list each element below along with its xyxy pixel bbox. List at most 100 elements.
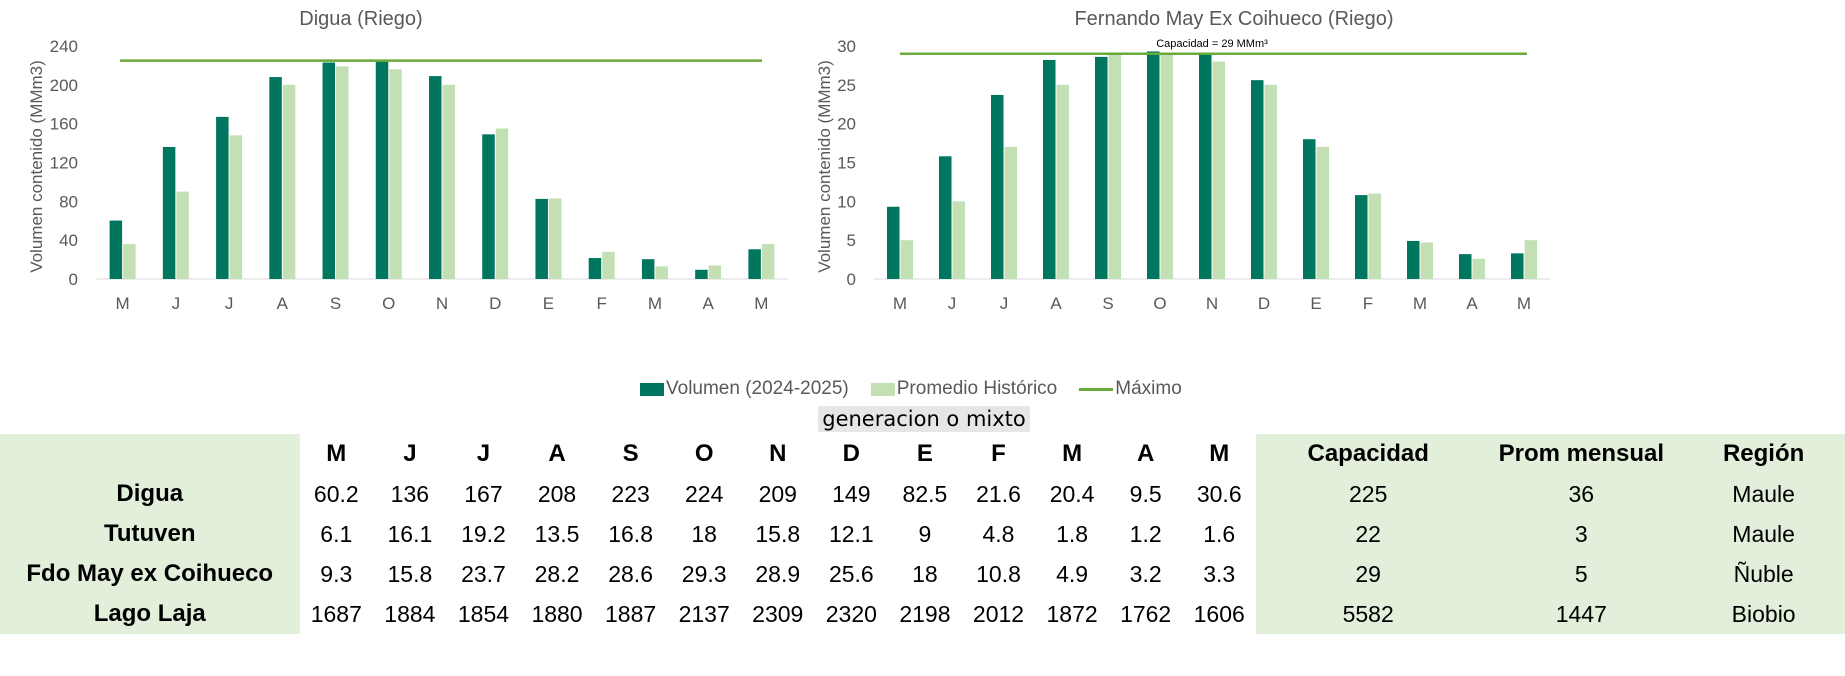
table-cell: 13.5	[534, 520, 580, 547]
max-line-label: Capacidad = 29 MMm³	[1156, 38, 1268, 50]
bar-promedio	[1524, 240, 1537, 279]
reservoir-name: Fdo May ex Coihueco	[0, 554, 300, 594]
table-cell: Maule	[1682, 514, 1845, 554]
x-tick-label: D	[489, 294, 501, 313]
chart-title: Digua (Riego)	[299, 8, 422, 30]
x-tick-label: O	[1153, 294, 1166, 313]
column-header: F	[991, 440, 1006, 467]
bar-promedio	[1316, 146, 1329, 279]
bar-volumen	[535, 198, 548, 279]
y-tick-label: 160	[50, 115, 78, 134]
y-tick-label: 80	[59, 192, 78, 211]
bar-promedio	[1108, 53, 1121, 280]
chart-title: Fernando May Ex Coihueco (Riego)	[1074, 8, 1393, 30]
table-cell: 2309	[752, 600, 804, 627]
table-cell: 18	[691, 520, 717, 547]
reservoir-name: Tutuven	[0, 514, 300, 554]
table-cell: 19.2	[461, 520, 506, 547]
table-row: Tutuven 6.1 16.1 19.2 13.5 16.8 18 15.8 12.1 9 4.8…	[0, 514, 1845, 554]
table-cell: 20.4	[1049, 480, 1095, 507]
x-tick-label: J	[1000, 294, 1009, 313]
x-tick-label: N	[1206, 294, 1218, 313]
bar-volumen	[695, 269, 708, 279]
table-row: Fdo May ex Coihueco 9.3 15.8 23.7 28.2 28.6 29…	[0, 554, 1845, 594]
legend-label-maximo: Máximo	[1115, 378, 1182, 399]
bar-promedio	[389, 69, 402, 279]
column-header	[0, 434, 300, 474]
table-cell: Ñuble	[1682, 554, 1845, 594]
table-cell: 25.6	[828, 560, 874, 587]
bar-promedio	[1004, 146, 1017, 279]
y-tick-label: 0	[69, 270, 78, 289]
table-cell: 4.9	[1056, 560, 1089, 587]
y-tick-label: 240	[50, 37, 78, 56]
bar-promedio	[761, 244, 775, 279]
reservoir-name: Digua	[0, 474, 300, 514]
table-header-row: M J J A S O N D E F M A M Capacidad Prom mensual Región	[0, 434, 1845, 474]
column-header: M	[1209, 440, 1230, 467]
bar-volumen	[1407, 240, 1420, 279]
legend-swatch-maximo	[1079, 387, 1114, 391]
table-cell: 1.2	[1129, 520, 1162, 547]
bar-volumen	[429, 76, 442, 280]
bar-volumen	[482, 134, 495, 279]
table-cell: 4.8	[982, 520, 1015, 547]
bar-promedio	[1472, 258, 1485, 279]
column-header: D	[842, 440, 860, 467]
legend-item-volumen: Volumen (2024-2025)	[640, 378, 849, 400]
table-cell: 28.9	[755, 560, 801, 587]
bar-volumen	[1511, 253, 1524, 279]
bar-volumen	[322, 62, 336, 279]
x-tick-label: M	[116, 294, 130, 313]
bar-promedio	[176, 191, 189, 279]
table-cell: 225	[1256, 474, 1481, 514]
x-tick-label: J	[172, 294, 181, 313]
table-cell: 1884	[384, 600, 436, 627]
x-tick-label: M	[754, 294, 768, 313]
bar-promedio	[1264, 84, 1277, 279]
table-cell: Biobio	[1682, 594, 1845, 634]
bar-volumen	[216, 116, 229, 279]
bar-volumen	[1459, 254, 1472, 279]
bar-volumen	[939, 156, 952, 279]
x-tick-label: J	[225, 294, 234, 313]
x-tick-label: A	[1050, 294, 1062, 313]
bar-volumen	[1095, 56, 1108, 279]
table-cell: 5	[1480, 554, 1683, 594]
x-tick-label: O	[382, 294, 395, 313]
table-cell: 9	[918, 520, 932, 547]
y-tick-label: 0	[847, 270, 856, 289]
table-cell: 3.3	[1203, 560, 1236, 587]
bar-promedio	[1056, 84, 1069, 279]
y-tick-label: 5	[847, 231, 856, 250]
table-cell: 15.8	[755, 520, 801, 547]
bar-promedio	[282, 84, 296, 279]
bar-volumen	[991, 94, 1004, 280]
table-cell: 5582	[1256, 594, 1481, 634]
bar-promedio	[229, 135, 243, 279]
table-cell: 22	[1256, 514, 1481, 554]
table-cell: 149	[832, 480, 871, 507]
legend-swatch-promedio	[870, 382, 895, 396]
y-tick-label: 20	[837, 115, 856, 134]
column-header: M	[326, 440, 347, 467]
table-cell: 1762	[1120, 600, 1172, 627]
table-cell: 209	[758, 480, 797, 507]
column-header: M	[1062, 440, 1083, 467]
bar-promedio	[548, 198, 562, 279]
legend-item-maximo: Máximo	[1079, 378, 1182, 400]
bar-promedio	[952, 201, 965, 279]
x-tick-label: M	[648, 294, 662, 313]
table-cell: 12.1	[828, 520, 874, 547]
reservoir-table: M J J A S O N D E F M A M Capacidad Prom mensual Región…	[0, 434, 1845, 634]
table-cell: 9.5	[1129, 480, 1162, 507]
table-cell: 36	[1480, 474, 1683, 514]
column-header: A	[548, 440, 566, 467]
bar-volumen	[1043, 59, 1056, 280]
column-header: Capacidad	[1256, 434, 1481, 474]
bar-promedio	[123, 244, 136, 279]
table-cell: 1.6	[1203, 520, 1236, 547]
y-tick-label: 40	[59, 231, 78, 250]
x-tick-label: S	[1102, 294, 1113, 313]
bar-volumen	[1199, 54, 1212, 279]
